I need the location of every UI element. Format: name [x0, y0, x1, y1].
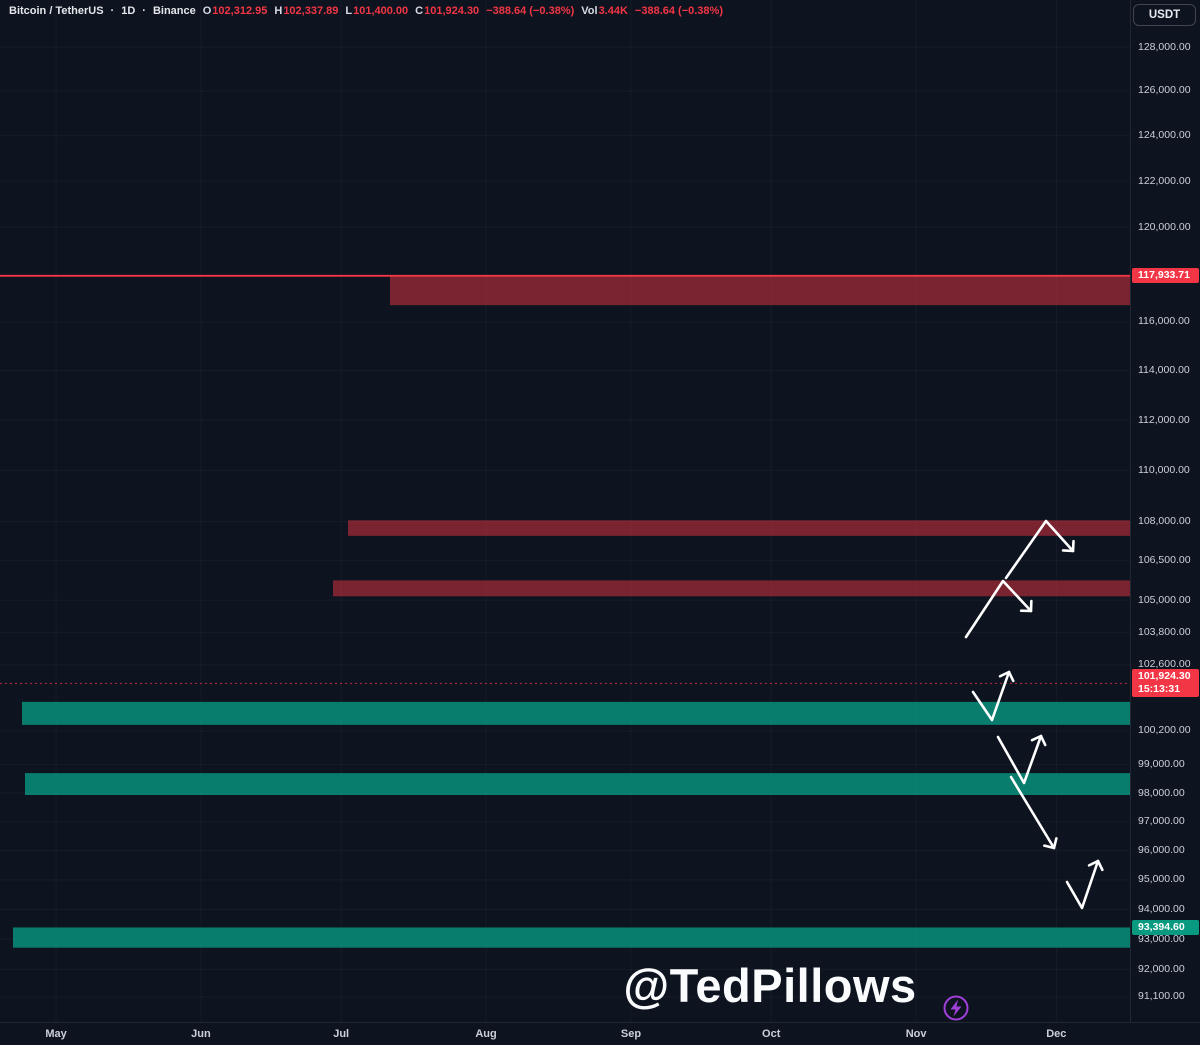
interval-label[interactable]: 1D [121, 5, 136, 17]
time-axis[interactable]: May Jun Jul Aug Sep Oct Nov Dec [0, 1022, 1200, 1045]
symbol-name[interactable]: Bitcoin / TetherUS [9, 5, 104, 17]
price-tick-label: 105,000.00 [1138, 593, 1191, 606]
watermark-text: @TedPillows [623, 959, 917, 1012]
quote-currency-button[interactable]: USDT [1133, 4, 1196, 26]
price-tick-label: 114,000.00 [1138, 364, 1190, 377]
price-tick-label: 106,500.00 [1138, 554, 1191, 567]
arrow-reject-105k [964, 579, 1033, 639]
price-tick-label: 116,000.00 [1138, 315, 1190, 328]
zone-resistance-117900 [390, 275, 1130, 306]
price-tick-label: 94,000.00 [1138, 902, 1185, 915]
exchange-label: Binance [152, 5, 196, 17]
time-axis-month-label: Jul [333, 1028, 350, 1040]
price-tick-label: 122,000.00 [1138, 174, 1191, 187]
price-tick-label: 112,000.00 [1138, 413, 1190, 426]
price-tick-label: 124,000.00 [1138, 129, 1191, 142]
price-tick-label: 100,200.00 [1138, 724, 1191, 737]
time-axis-month-label: Nov [905, 1028, 927, 1040]
arrow-bounce-support-98k [996, 734, 1047, 785]
separator-dot: · [142, 5, 146, 17]
arrow-bounce-support-101k [971, 670, 1015, 722]
price-tick-label: 97,000.00 [1138, 815, 1185, 828]
zone-support-93400 [13, 927, 1130, 948]
price-tag: 101,924.30 15:13:31 [1132, 669, 1199, 698]
price-axis[interactable]: 128,000.00 126,000.00 124,000.00 122,000.00… [1130, 0, 1200, 1022]
zone-support-101000 [22, 701, 1130, 725]
zone-resistance-105000 [333, 580, 1130, 597]
arrow-reject-108k [1004, 519, 1075, 580]
price-tick-label: 128,000.00 [1138, 40, 1191, 53]
price-tag: 117,933.71 [1132, 268, 1199, 284]
open-value: O 102,312.95 [202, 5, 268, 17]
time-axis-month-label: Oct [762, 1028, 781, 1040]
price-tick-label: 98,000.00 [1138, 786, 1185, 799]
time-axis-month-label: Sep [620, 1028, 642, 1040]
lightning-bolt-icon [943, 995, 969, 1021]
symbol-legend: Bitcoin / TetherUS · 1D · Binance O 102,3… [9, 5, 723, 17]
price-tick-label: 120,000.00 [1138, 220, 1191, 233]
volume-change-value: −388.64 (−0.38%) [634, 5, 723, 17]
volume-value: Vol 3.44K [581, 5, 628, 17]
zone-support-98000 [25, 773, 1130, 796]
price-tick-label: 93,000.00 [1138, 932, 1185, 945]
arrow-bounce-94k [1065, 859, 1104, 910]
price-tick-label: 126,000.00 [1138, 84, 1191, 97]
price-tick-label: 92,000.00 [1138, 962, 1185, 975]
price-tick-label: 99,000.00 [1138, 758, 1185, 771]
time-axis-month-label: May [45, 1028, 67, 1040]
price-tick-label: 95,000.00 [1138, 873, 1185, 886]
close-value: C 101,924.30 [415, 5, 480, 17]
price-tick-label: 110,000.00 [1138, 463, 1190, 476]
watermark: @TedPillows [623, 958, 916, 1013]
price-tick-label: 96,000.00 [1138, 844, 1185, 857]
price-tag: 93,394.60 [1132, 919, 1199, 935]
arrow-drop-to-96k [1009, 775, 1058, 850]
time-axis-month-label: Jun [191, 1028, 211, 1040]
change-value: −388.64 (−0.38%) [486, 5, 575, 17]
time-axis-month-label: Aug [475, 1028, 497, 1040]
high-value: H 102,337.89 [274, 5, 339, 17]
price-tick-label: 91,100.00 [1138, 990, 1185, 1003]
separator-dot: · [110, 5, 115, 17]
low-value: L 101,400.00 [345, 5, 409, 17]
price-tick-label: 103,800.00 [1138, 625, 1191, 638]
price-tick-label: 102,600.00 [1138, 658, 1191, 671]
time-axis-month-label: Dec [1046, 1028, 1067, 1040]
price-tick-label: 108,000.00 [1138, 515, 1191, 528]
zone-resistance-108000 [348, 520, 1130, 536]
